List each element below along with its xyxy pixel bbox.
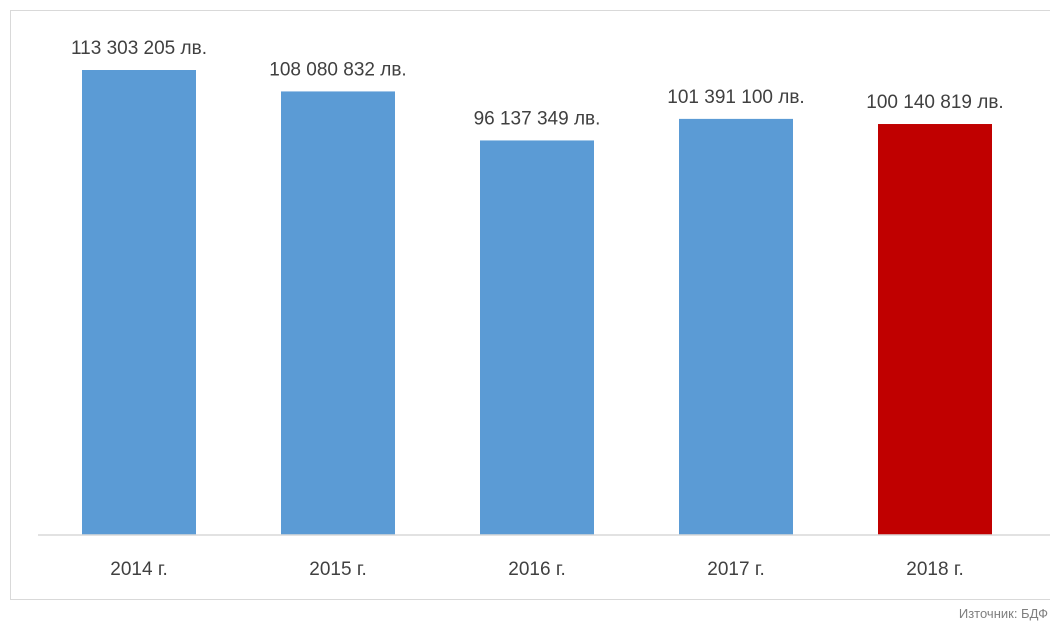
x-tick-label-4: 2018 г.	[906, 559, 963, 580]
data-label-4: 100 140 819 лв.	[866, 92, 1003, 113]
data-label-3: 101 391 100 лв.	[667, 87, 804, 108]
data-label-2: 96 137 349 лв.	[474, 108, 601, 129]
chart-frame	[10, 10, 1050, 600]
bars-layer	[82, 70, 992, 535]
x-tick-label-1: 2015 г.	[309, 559, 366, 580]
ticks-layer: 2014 г. 2015 г. 2016 г. 2017 г. 2018 г.	[110, 559, 963, 580]
bar-2	[480, 140, 594, 535]
x-tick-label-0: 2014 г.	[110, 559, 167, 580]
data-label-1: 108 080 832 лв.	[269, 59, 406, 80]
x-tick-label-2: 2016 г.	[508, 559, 565, 580]
source-note: Източник: БДФ	[958, 606, 1048, 621]
labels-layer: 113 303 205 лв. 108 080 832 лв. 96 137 349…	[71, 38, 1004, 129]
bar-1	[281, 91, 395, 535]
bar-0	[82, 70, 196, 535]
x-tick-label-3: 2017 г.	[707, 559, 764, 580]
bar-3	[679, 118, 793, 535]
data-label-0: 113 303 205 лв.	[71, 38, 207, 59]
bar-chart: 113 303 205 лв. 108 080 832 лв. 96 137 349…	[38, 38, 1050, 580]
bar-4	[878, 124, 992, 535]
